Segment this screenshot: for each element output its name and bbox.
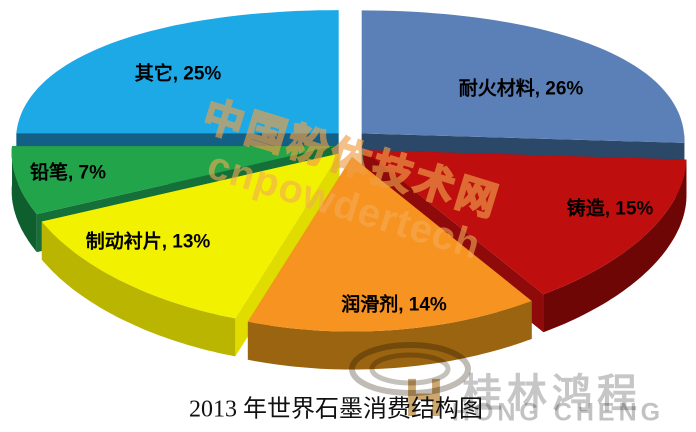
pie-slice-5-top (16, 10, 339, 134)
logo-h-mark: H (404, 368, 444, 428)
pie-label-其它: 其它, 25% (134, 63, 222, 85)
pie-label-铸造: 铸造, 15% (566, 198, 654, 220)
pie-slice-2-top (247, 156, 532, 332)
logo-cn-text: 桂林鸿程 (462, 372, 642, 416)
chart-title: 2013 年世界石墨消费结构图 (189, 396, 483, 423)
pie-slice-3-top (41, 153, 340, 319)
pie-label-制动衬片: 制动衬片, 13% (85, 231, 211, 253)
pie-slice-1-rim (543, 159, 687, 333)
pie-label-铅笔: 铅笔, 7% (29, 162, 107, 184)
pie-slice-4-top (11, 146, 335, 215)
pie-slice-0-top (361, 10, 685, 143)
logo-swirl-icon (349, 342, 471, 396)
pie-slice-2-rim (247, 301, 532, 370)
pie-label-耐火材料: 耐火材料, 26% (458, 78, 584, 100)
pie-slice-3-rim (41, 221, 236, 357)
pie-slice-4-rim (11, 146, 37, 253)
pie-label-润滑剂: 润滑剂, 14% (341, 294, 447, 316)
logo-en-text: HONG CHENG (451, 398, 665, 427)
pie-slice-1-top (363, 150, 687, 295)
